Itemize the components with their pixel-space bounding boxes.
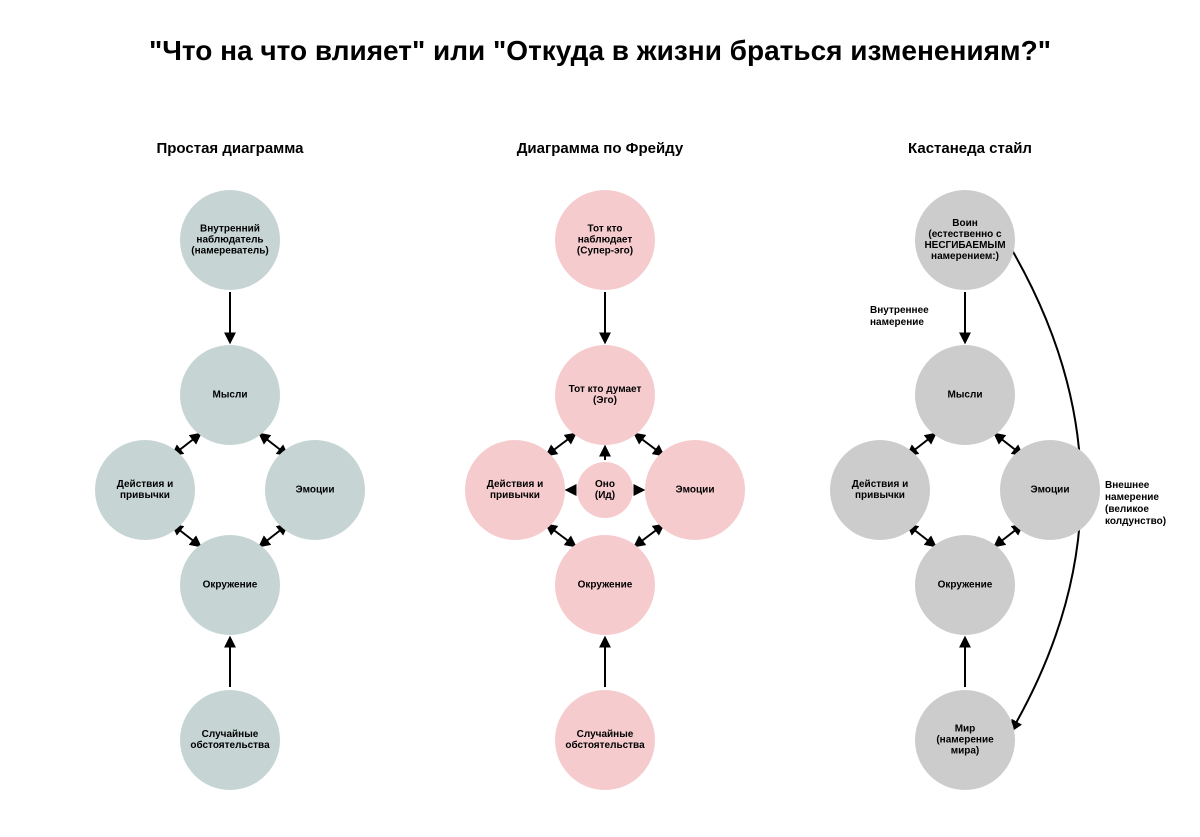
svg-text:Действия и: Действия и (117, 479, 173, 490)
svg-text:Воин: Воин (952, 218, 978, 229)
svg-text:наблюдатель: наблюдатель (196, 234, 263, 246)
svg-text:(намерение: (намерение (936, 735, 994, 746)
svg-text:привычки: привычки (120, 490, 170, 501)
svg-text:Мысли: Мысли (948, 390, 983, 401)
svg-text:Тот кто: Тот кто (588, 224, 623, 235)
svg-text:Эмоции: Эмоции (676, 485, 715, 496)
svg-text:Эмоции: Эмоции (296, 485, 335, 496)
svg-text:НЕСГИБАЕМЫМ: НЕСГИБАЕМЫМ (924, 240, 1005, 251)
svg-text:Оно: Оно (595, 479, 615, 490)
svg-text:привычки: привычки (490, 490, 540, 501)
svg-text:Внутренний: Внутренний (200, 224, 260, 235)
svg-text:Случайные: Случайные (202, 729, 259, 740)
svg-text:наблюдает: наблюдает (578, 234, 633, 246)
svg-text:Окружение: Окружение (578, 580, 633, 591)
panel-title-simple: Простая диаграмма (130, 140, 330, 157)
svg-text:мира): мира) (951, 746, 980, 757)
page: { "title": "\"Что на что влияет\" или \"… (0, 0, 1200, 837)
svg-text:Действия и: Действия и (487, 479, 543, 490)
panel-title-freud: Диаграмма по Фрейду (490, 140, 710, 157)
svg-text:(намереватель): (намереватель) (191, 246, 268, 257)
svg-text:(Ид): (Ид) (595, 490, 615, 501)
svg-text:Окружение: Окружение (938, 580, 993, 591)
svg-text:намерением:): намерением:) (931, 251, 999, 262)
svg-text:Случайные: Случайные (577, 729, 634, 740)
svg-text:(Эго): (Эго) (593, 395, 617, 406)
svg-text:Мир: Мир (955, 724, 976, 735)
svg-text:Действия и: Действия и (852, 479, 908, 490)
svg-text:привычки: привычки (855, 490, 905, 501)
svg-text:(Супер-эго): (Супер-эго) (577, 246, 633, 257)
diagram-freud: Тот ктонаблюдает(Супер-эго) Тот кто думае… (425, 180, 785, 820)
svg-text:обстоятельства: обстоятельства (190, 739, 270, 751)
svg-text:Окружение: Окружение (203, 580, 258, 591)
svg-text:Эмоции: Эмоции (1031, 485, 1070, 496)
svg-text:Мысли: Мысли (213, 390, 248, 401)
edge-label-outer-intent: Внешнее намерение (великое колдунство) (1105, 480, 1166, 528)
panel-title-castaneda: Кастанеда стайл (870, 140, 1070, 157)
svg-text:Тот кто думает: Тот кто думает (569, 384, 642, 395)
diagram-simple: Внутреннийнаблюдатель(намереватель) Мысли… (55, 180, 405, 820)
svg-text:(естественно с: (естественно с (928, 229, 1002, 240)
svg-text:обстоятельства: обстоятельства (565, 739, 645, 751)
edge-label-inner-intent: Внутреннее намерение (870, 305, 929, 329)
main-title: "Что на что влияет" или "Откуда в жизни … (0, 35, 1200, 67)
